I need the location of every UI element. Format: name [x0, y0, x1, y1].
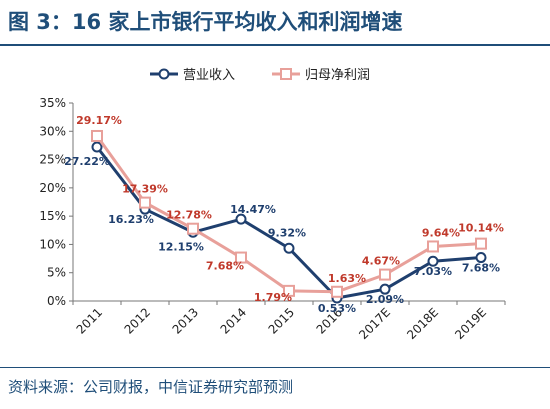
series-2-data-label: 1.63% [328, 272, 366, 285]
series-1-data-label: 9.32% [268, 226, 306, 239]
series-1-data-label: 7.03% [414, 265, 452, 278]
figure-source: 资料来源：公司财报，中信证券研究部预测 [8, 378, 294, 396]
chart-data-labels: 27.22% 16.23% 12.15% 14.47% 9.32% 0.53% 2.09% 7… [64, 114, 504, 315]
figure-title: 图 3：16 家上市银行平均收入和利润增速 [8, 10, 403, 34]
y-tick-label: 20% [39, 181, 66, 195]
y-tick-label: 30% [39, 124, 66, 138]
series-1-data-label: 16.23% [108, 213, 154, 226]
series-2-point [379, 268, 391, 281]
x-tick-label: 2019E [452, 305, 489, 342]
x-tick-label: 2012 [122, 305, 153, 336]
legend-label: 营业收入 [183, 68, 235, 83]
series-2-point [475, 237, 487, 250]
series-2-data-label: 1.79% [254, 291, 292, 304]
x-tick-label: 2014 [218, 305, 249, 336]
series-1-point [283, 242, 295, 254]
series-2-point [139, 196, 151, 209]
y-tick-label: 0% [47, 294, 66, 308]
series-2-data-label: 4.67% [362, 255, 400, 268]
series-1-data-label: 0.53% [318, 302, 356, 315]
series-2-data-label: 9.64% [422, 226, 460, 239]
series-1-point [235, 213, 247, 225]
y-tick-label: 15% [39, 209, 66, 223]
x-tick-label: 2018E [404, 305, 441, 342]
series-2-point [91, 129, 103, 142]
legend-marker [158, 68, 170, 80]
series-2-point [427, 240, 439, 253]
title-rule [0, 44, 550, 46]
x-tick-label: 2011 [74, 305, 105, 336]
series-1-data-label: 27.22% [64, 155, 110, 168]
source-rule [0, 367, 550, 368]
series-2-point [187, 222, 199, 235]
series-1-data-label: 14.47% [230, 203, 276, 216]
x-tick-label: 2015 [266, 305, 297, 336]
y-tick-label: 5% [47, 266, 66, 280]
series-1-data-label: 12.15% [158, 240, 204, 253]
series-2-point [283, 284, 295, 297]
chart-legend: 营业收入 归母净利润 [150, 68, 370, 83]
x-tick-label: 2017E [356, 305, 393, 342]
y-tick-label: 35% [39, 96, 66, 110]
chart-series [91, 129, 487, 304]
series-1-data-label: 7.68% [462, 262, 500, 275]
x-tick-label: 2013 [170, 305, 201, 336]
y-tick-label: 10% [39, 237, 66, 251]
series-1-point [427, 255, 439, 267]
series-2-data-label: 17.39% [122, 183, 168, 196]
y-tick-label: 25% [39, 153, 66, 167]
series-1-point [475, 252, 487, 264]
series-2-data-label: 7.68% [206, 260, 244, 273]
series-1-data-label: 2.09% [366, 293, 404, 306]
series-1-point [379, 283, 391, 295]
series-2-data-label: 29.17% [76, 114, 122, 127]
series-2-point [331, 285, 343, 298]
series-1-point [91, 141, 103, 153]
legend-label: 归母净利润 [305, 68, 370, 83]
series-2-point [235, 251, 247, 264]
series-2-data-label: 12.78% [166, 209, 212, 222]
series-2-data-label: 10.14% [458, 222, 504, 235]
legend-marker [280, 68, 292, 80]
